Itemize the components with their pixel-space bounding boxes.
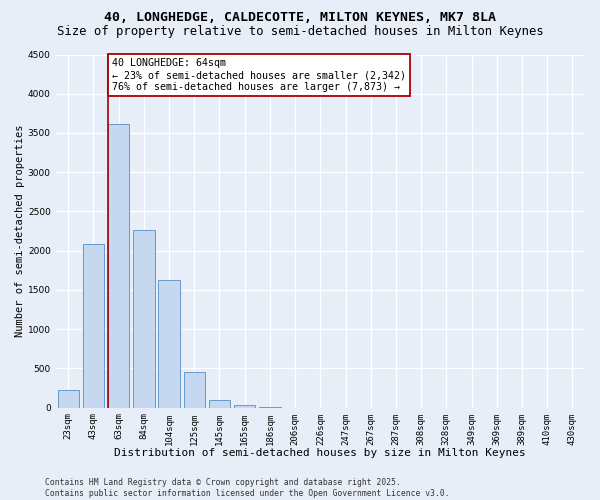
Bar <box>83 244 104 408</box>
X-axis label: Distribution of semi-detached houses by size in Milton Keynes: Distribution of semi-detached houses by … <box>115 448 526 458</box>
Text: Contains HM Land Registry data © Crown copyright and database right 2025.
Contai: Contains HM Land Registry data © Crown c… <box>45 478 449 498</box>
Bar <box>234 405 256 407</box>
Text: 40, LONGHEDGE, CALDECOTTE, MILTON KEYNES, MK7 8LA: 40, LONGHEDGE, CALDECOTTE, MILTON KEYNES… <box>104 11 496 24</box>
Text: Size of property relative to semi-detached houses in Milton Keynes: Size of property relative to semi-detach… <box>56 25 544 38</box>
Bar <box>184 372 205 408</box>
Bar <box>133 230 155 408</box>
Bar <box>58 390 79 407</box>
Bar <box>108 124 130 408</box>
Y-axis label: Number of semi-detached properties: Number of semi-detached properties <box>15 125 25 338</box>
Text: 40 LONGHEDGE: 64sqm
← 23% of semi-detached houses are smaller (2,342)
76% of sem: 40 LONGHEDGE: 64sqm ← 23% of semi-detach… <box>112 58 406 92</box>
Bar <box>209 400 230 407</box>
Bar <box>158 280 180 407</box>
